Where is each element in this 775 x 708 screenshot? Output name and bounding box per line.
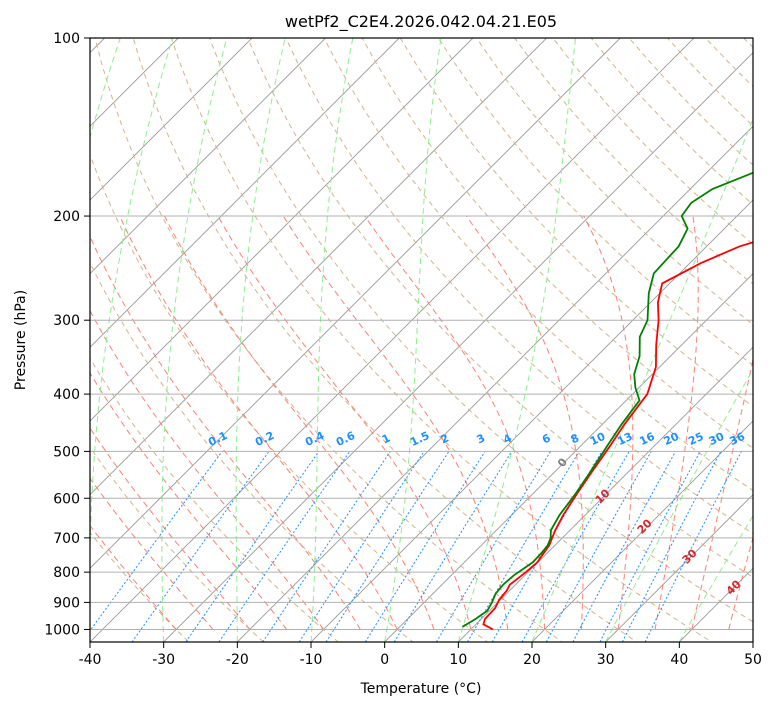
mixing-ratio-label: 16	[637, 430, 657, 448]
background-lines	[0, 11, 775, 654]
auxiliary-curve-line	[531, 117, 753, 642]
mixing-ratio-line	[621, 451, 722, 642]
y-tick-label: 300	[53, 313, 80, 329]
isotherm-line	[90, 38, 621, 569]
isotherm-line	[383, 272, 753, 642]
auxiliary-curve-line	[235, 38, 286, 642]
auxiliary-curve-line	[605, 368, 753, 642]
isotherm-line	[90, 38, 474, 422]
temperature-profile-line	[482, 241, 753, 631]
mixing-ratio-line	[262, 451, 391, 642]
dry-adiabat-line	[476, 38, 753, 326]
dewpoint-profile-line	[461, 171, 753, 628]
mixing-ratio-line	[218, 451, 351, 642]
isotherm-line	[310, 199, 753, 642]
dry-adiabat-line	[208, 38, 753, 623]
dry-adiabat-line	[90, 446, 265, 642]
chart-title: wetPf2_C2E4.2026.042.04.21.E05	[285, 12, 557, 32]
y-tick-label: 700	[53, 531, 80, 547]
isotherm-line	[0, 11, 58, 654]
axes: -40 -30 -20 -10 0 10 20 30 40 50 1000 900 800 700 600 5…	[44, 31, 762, 668]
y-tick-label: 500	[53, 444, 80, 460]
isotherm-line	[90, 38, 695, 642]
y-tick-label: 400	[53, 387, 80, 403]
plot-frame	[89, 37, 754, 643]
y-tick-label: 600	[53, 491, 80, 507]
mixing-ratio-label: 10	[588, 430, 608, 448]
mixing-ratio-line	[90, 451, 223, 632]
mixing-ratio-label: 30	[707, 430, 727, 448]
dry-adiabat-line	[247, 38, 753, 578]
isotherm-line	[90, 38, 327, 275]
mixing-ratio-line	[572, 451, 676, 642]
y-tick-label: 900	[53, 595, 80, 611]
y-tick-label: 1000	[44, 622, 80, 638]
mixing-ratio-label: 20	[662, 430, 682, 448]
auxiliary-curve-line	[90, 38, 174, 642]
auxiliary-curve-line	[0, 38, 69, 642]
mixing-ratio-label: 36	[728, 430, 748, 448]
dry-adiabat-line	[361, 38, 753, 449]
plot-background	[90, 38, 753, 642]
y-axis-label: Pressure (hPa)	[13, 290, 29, 390]
isotherm-line	[236, 125, 753, 642]
moist-adiabat-line	[90, 309, 324, 630]
dry-adiabat-line	[755, 11, 775, 654]
isotherm-line	[457, 346, 753, 642]
x-axis-label: Temperature (°C)	[360, 681, 482, 697]
y-tick-label: 800	[53, 565, 80, 581]
isotherm-line	[604, 493, 753, 642]
mixing-ratio-line	[545, 451, 652, 642]
dry-adiabat-line	[132, 38, 638, 642]
mixing-ratio-line	[393, 451, 513, 642]
isotherm-line	[90, 38, 548, 496]
mixing-ratio-label: 25	[686, 430, 705, 448]
mixing-ratio-line	[364, 451, 486, 642]
auxiliary-curve-line	[310, 38, 354, 642]
x-tick-label: -20	[226, 652, 249, 668]
dry-adiabat-line	[399, 38, 753, 408]
isotherm-line	[90, 38, 253, 201]
auxiliary-curve-line	[457, 38, 576, 642]
dry-adiabat-line	[90, 153, 489, 642]
x-tick-label: 10	[449, 652, 467, 668]
mixing-ratio-line	[298, 451, 425, 642]
isotherm-line	[90, 38, 400, 348]
moist-adiabat-line	[766, 216, 775, 630]
profile-lines	[461, 171, 753, 631]
auxiliary-curve-line	[161, 38, 228, 642]
x-tick-label: 50	[744, 652, 762, 668]
dry-adiabat-line	[90, 357, 339, 642]
mixing-ratio-label: 13	[615, 430, 634, 448]
isotherm-line	[90, 38, 179, 127]
y-tick-label: 200	[53, 209, 80, 225]
x-tick-label: -40	[79, 652, 102, 668]
y-tick-label: 100	[53, 31, 80, 47]
x-tick-label: 0	[380, 652, 389, 668]
dry-adiabat-line	[285, 38, 753, 535]
x-tick-label: -10	[300, 652, 323, 668]
mixing-ratio-line	[644, 451, 742, 642]
pressure-gridlines	[90, 38, 753, 630]
dry-adiabat-line	[170, 38, 713, 642]
x-tick-label: 40	[670, 652, 688, 668]
x-tick-label: 20	[523, 652, 541, 668]
moist-adiabat-line	[282, 215, 509, 630]
mixing-ratio-line	[325, 451, 450, 642]
moist-adiabat-line	[119, 215, 398, 630]
mixing-ratio-line	[131, 451, 270, 642]
dry-adiabat-line	[94, 38, 564, 642]
mixing-ratio-line	[185, 451, 320, 642]
x-tick-label: -30	[152, 652, 175, 668]
dry-adiabat-line	[90, 261, 414, 642]
auxiliary-curve-line	[384, 38, 442, 642]
x-tick-label: 30	[597, 652, 615, 668]
